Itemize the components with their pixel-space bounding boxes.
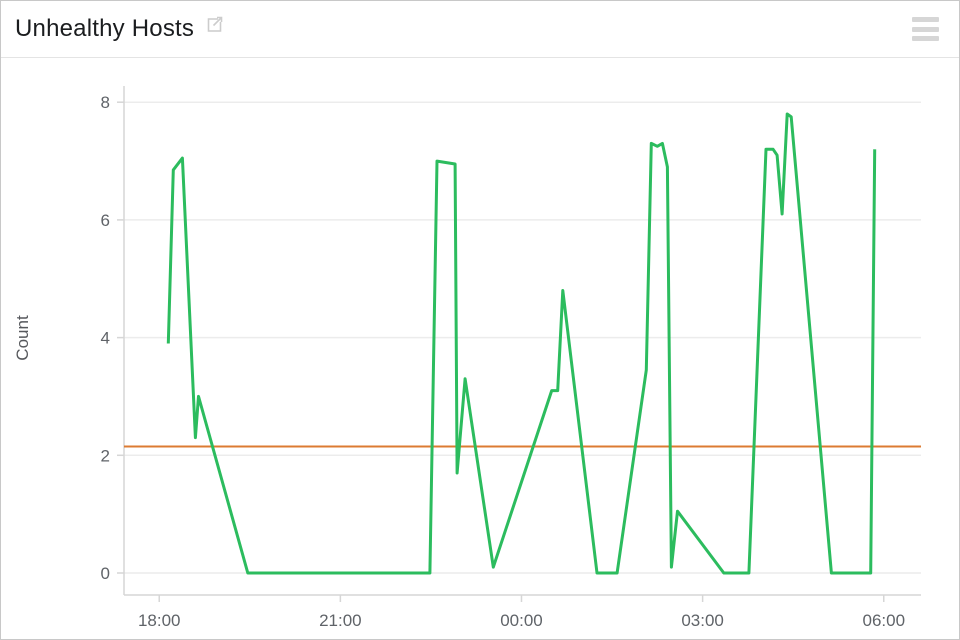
widget-header: Unhealthy Hosts — [1, 1, 959, 58]
external-link-icon[interactable] — [204, 14, 225, 40]
x-tick-label: 03:00 — [681, 611, 724, 630]
y-tick-label: 2 — [101, 446, 110, 465]
series-line — [166, 112, 877, 575]
x-tick-label: 06:00 — [862, 611, 905, 630]
y-tick-label: 8 — [101, 93, 110, 112]
y-tick-label: 0 — [101, 564, 110, 583]
y-tick-label: 6 — [101, 211, 110, 230]
x-tick-label: 21:00 — [319, 611, 362, 630]
widget-title: Unhealthy Hosts — [15, 15, 195, 42]
x-tick-label: 00:00 — [500, 611, 543, 630]
hamburger-menu-icon[interactable] — [912, 17, 939, 41]
x-tick-label: 18:00 — [138, 611, 181, 630]
y-tick-label: 4 — [101, 329, 110, 348]
